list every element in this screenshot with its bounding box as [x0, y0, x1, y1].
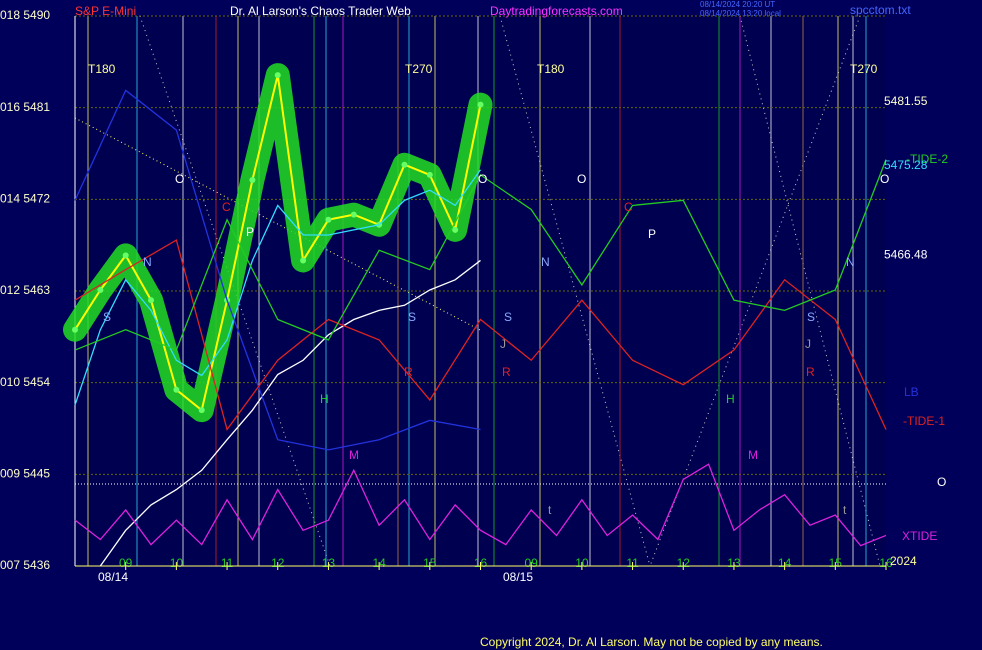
price-point: [198, 407, 205, 414]
annotation: P: [246, 225, 254, 239]
annotation: C: [624, 200, 633, 214]
annotation: M: [748, 448, 758, 462]
price-point: [274, 72, 281, 79]
date-label: 08/15: [503, 570, 533, 584]
annotation: O: [577, 172, 586, 186]
annotation: O: [880, 172, 889, 186]
x-tick-label: 12: [271, 556, 285, 570]
annotation: J: [500, 337, 506, 351]
x-tick-label: 14: [372, 556, 386, 570]
series-line: [74, 89, 481, 451]
x-tick-label: 10: [575, 556, 589, 570]
annotation: N: [846, 255, 855, 269]
annotation: t: [548, 503, 552, 517]
price-point: [148, 297, 155, 304]
annotation: 2024: [890, 554, 917, 568]
timestamp: 08/14/2024 13:20 local: [700, 9, 781, 18]
annotation: O: [937, 475, 946, 489]
price-label: 5481.55: [884, 94, 928, 108]
timestamp: 08/14/2024 20:20 UT: [700, 0, 775, 9]
price-point: [72, 326, 78, 333]
series-label: XTIDE: [902, 529, 937, 543]
x-tick-label: 09: [525, 556, 539, 570]
file-name: spcctom.txt: [850, 3, 911, 17]
x-tick-label: 12: [677, 556, 691, 570]
x-tick-label: 10: [170, 556, 184, 570]
annotation: S: [103, 310, 111, 324]
y-tick-label: 009 5445: [0, 467, 50, 481]
x-tick-label: 11: [626, 556, 639, 570]
series-label: LB: [904, 385, 919, 399]
price-point: [173, 386, 180, 393]
price-point: [325, 216, 332, 223]
x-tick-label: 14: [778, 556, 792, 570]
symbol: S&P E-Mini: [75, 4, 136, 18]
annotation: N: [143, 255, 152, 269]
annotation: R: [502, 365, 511, 379]
annotation: T270: [405, 62, 433, 76]
annotation: P: [648, 227, 656, 241]
annotation: O: [478, 172, 487, 186]
trend-line: [74, 117, 481, 331]
y-tick-label: 010 5454: [0, 375, 50, 389]
annotation: O: [175, 172, 184, 186]
x-tick-label: 16: [474, 556, 488, 570]
annotation: C: [222, 200, 231, 214]
x-tick-label: 15: [829, 556, 843, 570]
series-label: -TIDE-2: [906, 152, 948, 166]
annotation: T270: [850, 62, 878, 76]
price-point: [97, 286, 104, 293]
annotation: S: [408, 310, 416, 324]
annotation: H: [320, 392, 329, 406]
x-tick-label: 11: [221, 556, 234, 570]
price-point: [249, 176, 256, 183]
series-line: [74, 239, 887, 431]
y-tick-label: 012 5463: [0, 283, 50, 297]
y-tick-label: 016 5481: [0, 100, 50, 114]
annotation: t: [843, 503, 847, 517]
annotation: S: [807, 310, 815, 324]
x-tick-label: 16: [879, 556, 893, 570]
series-label: -TIDE-1: [903, 414, 945, 428]
annotation: J: [805, 337, 811, 351]
price-label: 5466.48: [884, 248, 928, 262]
series-line: [99, 259, 481, 567]
x-tick-label: 13: [322, 556, 336, 570]
price-point: [350, 211, 357, 218]
series-line: [74, 169, 482, 406]
annotation: T180: [88, 62, 116, 76]
series-line: [74, 463, 887, 547]
price-point: [426, 171, 433, 178]
site: Daytradingforecasts.com: [490, 4, 623, 18]
price-point: [477, 101, 484, 108]
annotation: M: [349, 448, 359, 462]
annotation: N: [541, 255, 550, 269]
x-tick-label: 13: [727, 556, 741, 570]
copyright: Copyright 2024, Dr. Al Larson. May not b…: [480, 635, 823, 649]
price-point: [122, 252, 129, 259]
annotation: H: [726, 392, 735, 406]
x-tick-label: 15: [423, 556, 437, 570]
annotation: S: [504, 310, 512, 324]
price-label: 5475.28: [884, 158, 928, 172]
price-point: [452, 226, 459, 233]
annotation: R: [806, 365, 815, 379]
y-tick-label: 007 5436: [0, 558, 50, 572]
annotation: T180: [537, 62, 565, 76]
y-tick-label: 014 5472: [0, 192, 50, 206]
series-line: [74, 159, 887, 351]
date-label: 08/14: [98, 570, 128, 584]
price-point: [401, 161, 408, 168]
annotation: R: [404, 365, 413, 379]
y-tick-label: 018 5490: [0, 8, 50, 22]
price-point: [300, 257, 307, 264]
x-tick-label: 09: [119, 556, 133, 570]
chart-title: Dr. Al Larson's Chaos Trader Web: [230, 4, 411, 18]
